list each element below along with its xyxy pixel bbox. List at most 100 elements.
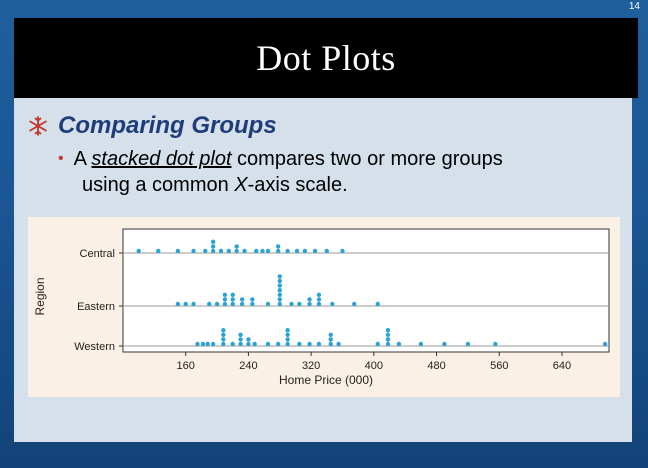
line2-suffix: -axis scale.: [247, 174, 348, 196]
data-dot: [195, 341, 200, 347]
data-dot: [285, 248, 290, 254]
data-dot: [226, 248, 232, 254]
axis-letter: X: [234, 174, 248, 196]
sub-bullet-dot: •: [58, 150, 64, 167]
plot-area: [122, 228, 610, 353]
x-axis-label: Home Price (000): [279, 373, 373, 387]
data-dot: [277, 274, 282, 279]
data-dot: [230, 341, 235, 347]
data-dot: [285, 328, 290, 333]
snowflake-icon: [28, 116, 48, 136]
data-dot: [277, 288, 282, 293]
y-axis-label: Region: [33, 277, 47, 315]
bullet-row: Comparing Groups: [28, 112, 277, 140]
data-dot: [250, 301, 255, 307]
data-dot: [277, 278, 282, 284]
data-dot: [203, 248, 208, 254]
data-dot: [230, 301, 235, 307]
sub-prefix: A: [73, 148, 92, 170]
data-dot: [324, 248, 330, 254]
line2-prefix: using a common: [82, 174, 235, 196]
data-dot: [442, 341, 447, 347]
data-dot: [191, 301, 196, 307]
data-dot: [239, 297, 245, 302]
data-dot: [276, 248, 281, 254]
data-dot: [277, 292, 282, 297]
y-tick-label: Western: [74, 341, 115, 353]
data-dot: [330, 301, 335, 307]
data-dot: [246, 337, 251, 342]
data-dot: [277, 283, 282, 288]
data-dot: [465, 341, 471, 347]
data-dot: [221, 337, 226, 342]
data-dot: [307, 297, 312, 302]
data-dot: [222, 297, 228, 302]
data-dot: [265, 341, 271, 347]
sub-line2: using a common X-axis scale.: [58, 172, 618, 198]
x-tick-label: 560: [490, 360, 508, 372]
data-dot: [285, 341, 290, 347]
data-dot: [375, 341, 380, 347]
data-dot: [242, 248, 247, 254]
data-dot: [302, 248, 308, 254]
data-dot: [234, 248, 239, 254]
data-dot: [238, 341, 243, 347]
data-dot: [285, 337, 290, 342]
data-dot: [252, 341, 257, 347]
slide-title: Dot Plots: [256, 38, 396, 78]
data-dot: [289, 301, 294, 307]
data-dot: [210, 244, 216, 249]
data-dot: [265, 248, 271, 254]
slide-number: 14: [628, 1, 640, 12]
y-tick-label: Central: [80, 248, 115, 260]
data-dot: [316, 292, 322, 297]
data-dot: [316, 301, 322, 307]
dot-plot-figure: Central Eastern Western 160 240 320 400 480 560 6…: [28, 217, 620, 397]
title-bar: Dot Plots: [14, 18, 638, 98]
data-dot: [285, 332, 290, 337]
data-dot: [328, 337, 333, 342]
data-dot: [234, 244, 239, 249]
data-dot: [336, 341, 341, 347]
data-dot: [254, 248, 259, 254]
data-dot: [156, 248, 161, 254]
data-dot: [396, 341, 402, 347]
data-dot: [276, 341, 281, 347]
data-dot: [307, 301, 312, 307]
data-dot: [175, 301, 181, 307]
data-dot: [297, 301, 302, 307]
data-dot: [230, 297, 235, 302]
data-dot: [294, 248, 300, 254]
data-dot: [205, 341, 210, 347]
data-dot: [175, 248, 181, 254]
data-dot: [222, 292, 228, 297]
data-dot: [328, 332, 333, 337]
data-dot: [218, 248, 224, 254]
data-dot: [210, 248, 216, 254]
x-tick-label: 160: [177, 360, 195, 372]
data-dot: [238, 337, 243, 342]
data-dot: [230, 292, 235, 297]
data-dot: [246, 341, 251, 347]
data-dot: [328, 341, 333, 347]
data-dot: [210, 341, 216, 347]
data-dot: [385, 337, 391, 342]
data-dot: [221, 328, 226, 333]
data-dot: [214, 301, 220, 307]
content-panel: Comparing Groups • A stacked dot plot com…: [14, 98, 632, 442]
data-dot: [238, 332, 243, 337]
term-text: stacked dot plot: [91, 148, 232, 170]
data-dot: [375, 301, 380, 307]
data-dot: [221, 332, 226, 337]
data-dot: [200, 341, 206, 347]
data-dot: [260, 248, 265, 254]
data-dot: [277, 297, 282, 302]
y-tick-label: Eastern: [77, 301, 115, 313]
data-dot: [250, 297, 255, 302]
x-tick-label: 320: [302, 360, 320, 372]
x-tick-label: 400: [365, 360, 383, 372]
data-dot: [265, 301, 271, 307]
data-dot: [385, 332, 391, 337]
sub-middle: compares two or more groups: [231, 148, 503, 170]
data-dot: [385, 328, 391, 333]
